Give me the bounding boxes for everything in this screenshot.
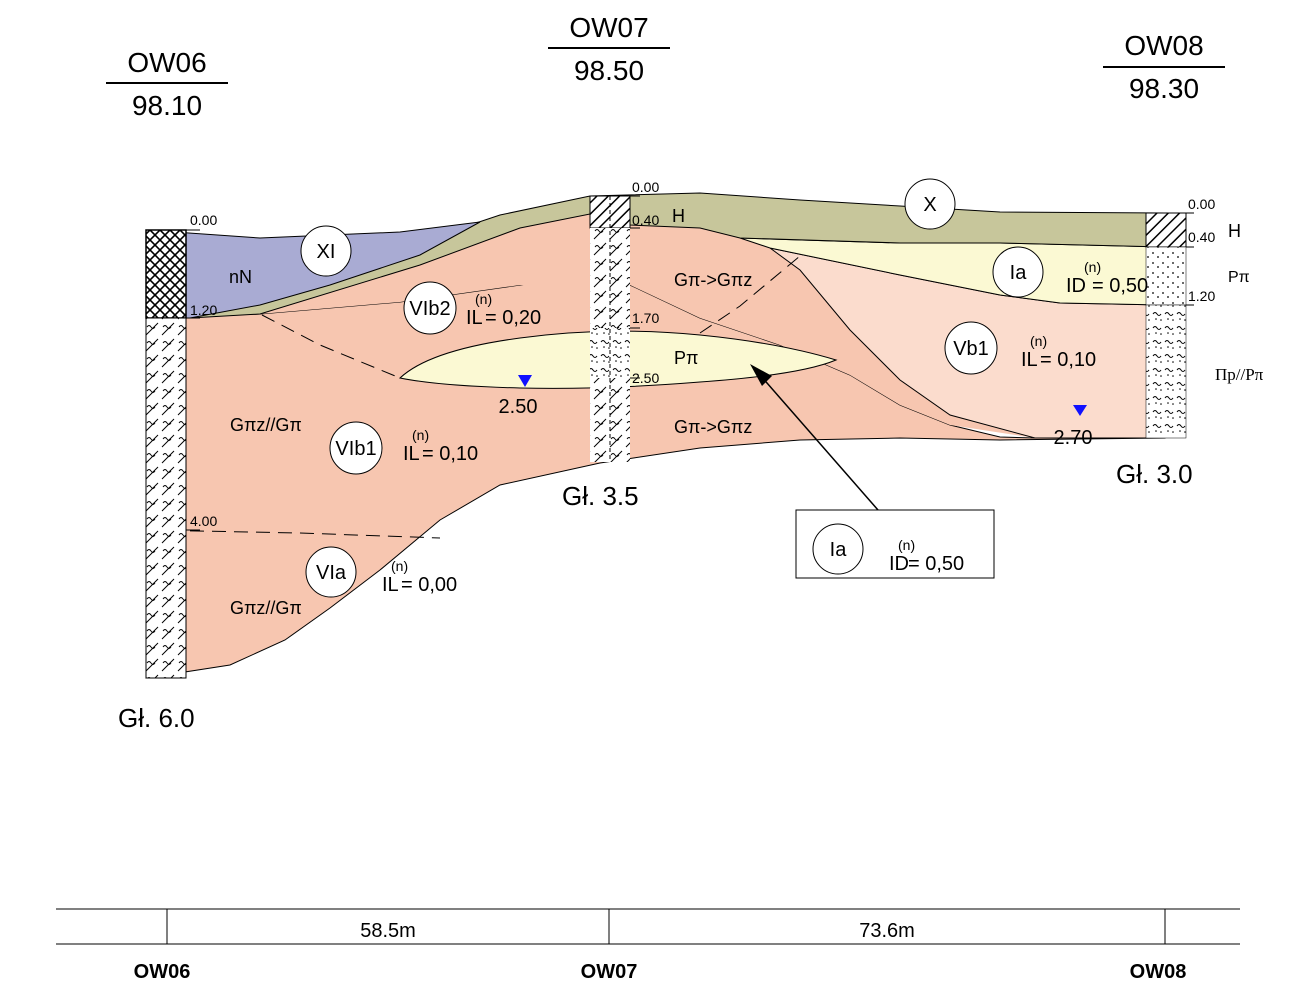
depth-ow07-top: 0.00	[632, 179, 659, 195]
layer-clay-vib2	[260, 214, 1035, 438]
param-vib2-value: = 0,20	[485, 307, 541, 329]
param-ia-name: ID	[1066, 275, 1086, 297]
borehole-ow07	[589, 195, 631, 462]
bottom-label-ow07: OW07	[581, 961, 638, 983]
callout-leader	[759, 374, 879, 511]
depth-ow07-250: 2.50	[632, 370, 659, 386]
param-vib1-sup: (n)	[412, 427, 429, 443]
param-vib1-value: = 0,10	[422, 443, 478, 465]
param-vib1-name: IL	[403, 443, 420, 465]
water-level-marker-ow07	[518, 375, 532, 387]
distance-ow07-ow08: 73.6m	[859, 920, 915, 942]
layer-id-x: X	[923, 194, 936, 216]
layer-circles	[300, 178, 1044, 598]
water-level-ow07: 2.50	[499, 396, 538, 418]
param-vib2-name: IL	[466, 307, 483, 329]
depth-ow07-170: 1.70	[632, 310, 659, 326]
param-vb1-name: IL	[1021, 349, 1038, 371]
soil-code-lens: Pπ	[674, 348, 698, 368]
param-via-value: = 0,00	[401, 574, 457, 596]
callout-param-value: = 0,50	[908, 553, 964, 575]
well-title-ow08: OW08	[1124, 30, 1203, 61]
callout-param-name: ID	[889, 553, 909, 575]
callout-layer-id: Ia	[830, 539, 848, 561]
boundary-dashed-ow07	[699, 255, 801, 334]
well-elevation-ow07: 98.50	[574, 55, 644, 86]
well-elevation-ow08: 98.30	[1129, 73, 1199, 104]
param-ia-sup: (n)	[1084, 259, 1101, 275]
distance-ow06-ow07: 58.5m	[360, 920, 416, 942]
param-ia-value: = 0,50	[1092, 275, 1148, 297]
soil-code-ow08-low: Πp//Pπ	[1215, 365, 1264, 384]
param-via-name: IL	[382, 574, 399, 596]
layer-id-vib2: VIb2	[409, 298, 450, 320]
depth-label-ow07: Gł. 3.5	[562, 481, 639, 511]
boundary-dashed-lower	[145, 529, 441, 539]
borehole-ow08	[1145, 212, 1187, 439]
depth-ticks	[186, 195, 1194, 531]
layer-id-ia: Ia	[1010, 262, 1028, 284]
depth-ow06-400: 4.00	[190, 513, 217, 529]
boundary-dashed-ow06	[261, 314, 401, 379]
depth-ow07-040: 0.40	[632, 212, 659, 228]
soil-code-vib1: Gπz//Gπ	[230, 415, 302, 435]
layer-id-via: VIa	[316, 562, 347, 584]
depth-ow08-120: 1.20	[1188, 288, 1215, 304]
depth-ow06-top: 0.00	[190, 212, 217, 228]
water-level-ow08: 2.70	[1054, 427, 1093, 449]
param-vb1-value: = 0,10	[1040, 349, 1096, 371]
param-vib2-sup: (n)	[475, 291, 492, 307]
soil-code-via: Gπz//Gπ	[230, 598, 302, 618]
distance-table	[56, 908, 1240, 945]
param-via-sup: (n)	[391, 558, 408, 574]
soil-code-ow08-mid: Pπ	[1228, 269, 1250, 286]
bottom-label-ow08: OW08	[1130, 961, 1187, 983]
callout-param-sup: (n)	[898, 537, 915, 553]
well-title-ow06: OW06	[127, 47, 206, 78]
bottom-label-ow06: OW06	[134, 961, 191, 983]
borehole-ow06	[145, 229, 187, 679]
depth-ow08-top: 0.00	[1188, 196, 1215, 212]
water-level-marker-ow08	[1073, 405, 1087, 416]
soil-code-vib2: Gπ->Gπz	[674, 270, 752, 290]
layer-id-vib1: VIb1	[335, 438, 376, 460]
layer-id-vb1: Vb1	[953, 338, 989, 360]
soil-code-ow08-top: H	[1228, 221, 1241, 241]
param-vb1-sup: (n)	[1030, 333, 1047, 349]
well-elevation-ow06: 98.10	[132, 90, 202, 121]
depth-label-ow08: Gł. 3.0	[1116, 459, 1193, 489]
layer-id-xi: XI	[317, 241, 336, 263]
soil-code-ow07-top: H	[672, 206, 685, 226]
depth-ow08-040: 0.40	[1188, 229, 1215, 245]
depth-ow06-120: 1.20	[190, 302, 217, 318]
callout-arrowhead	[750, 364, 772, 386]
soil-code-lower: Gπ->Gπz	[674, 417, 752, 437]
depth-label-ow06: Gł. 6.0	[118, 703, 195, 733]
soil-code-nn: nN	[229, 267, 252, 287]
well-title-ow07: OW07	[569, 12, 648, 43]
